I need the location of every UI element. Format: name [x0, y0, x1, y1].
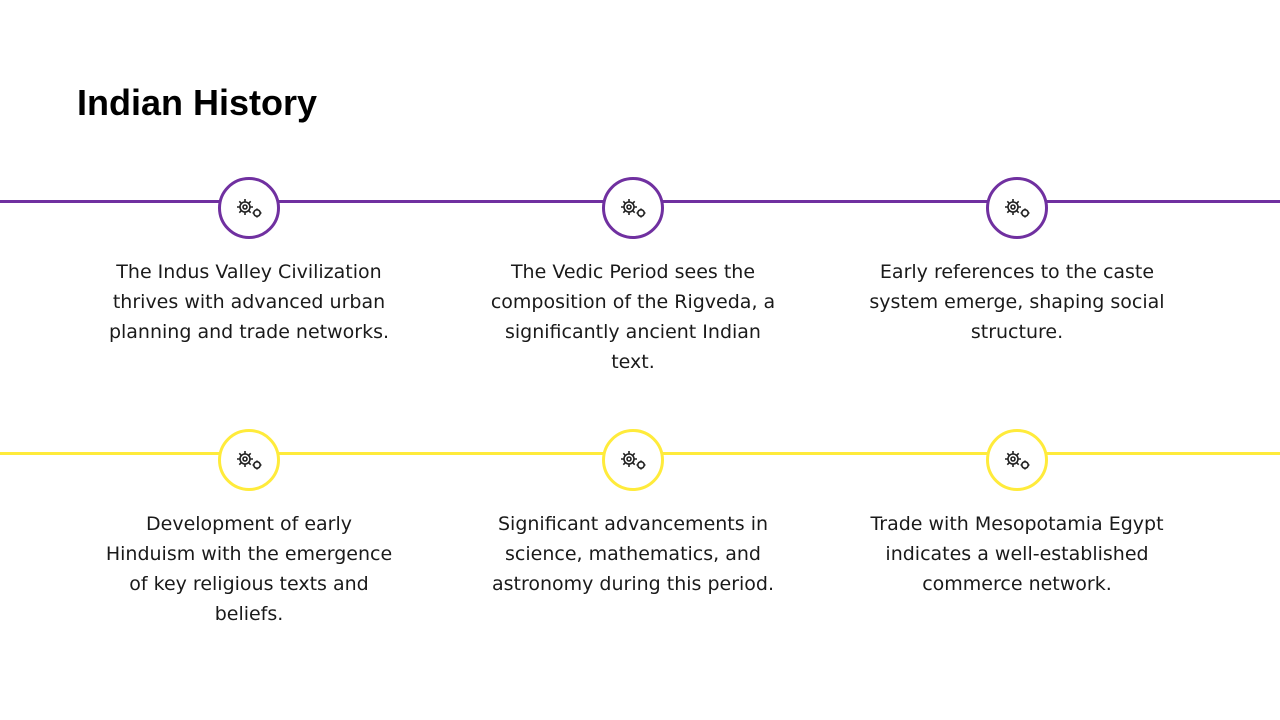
gears-icon — [237, 451, 262, 470]
timeline-node — [602, 177, 664, 239]
timeline-caption: Development of early Hinduism with the e… — [105, 513, 393, 625]
timeline-caption: The Indus Valley Civilization thrives wi… — [108, 261, 390, 343]
gears-icon — [237, 199, 262, 218]
timeline-caption: Significant advancements in science, mat… — [491, 513, 775, 595]
gears-icon — [621, 199, 646, 218]
timeline-node — [986, 429, 1048, 491]
timeline-caption: Early references to the caste system eme… — [869, 261, 1165, 343]
gears-icon — [1005, 199, 1030, 218]
timeline-node — [218, 429, 280, 491]
gears-icon — [621, 451, 646, 470]
slide-title: Indian History — [77, 82, 318, 123]
timeline-node — [602, 429, 664, 491]
timeline-caption: The Vedic Period sees the composition of… — [490, 261, 776, 373]
timeline-node — [218, 177, 280, 239]
gears-icon — [1005, 451, 1030, 470]
timeline-node — [986, 177, 1048, 239]
timeline-caption: Trade with Mesopotamia Egypt indicates a… — [870, 513, 1164, 595]
